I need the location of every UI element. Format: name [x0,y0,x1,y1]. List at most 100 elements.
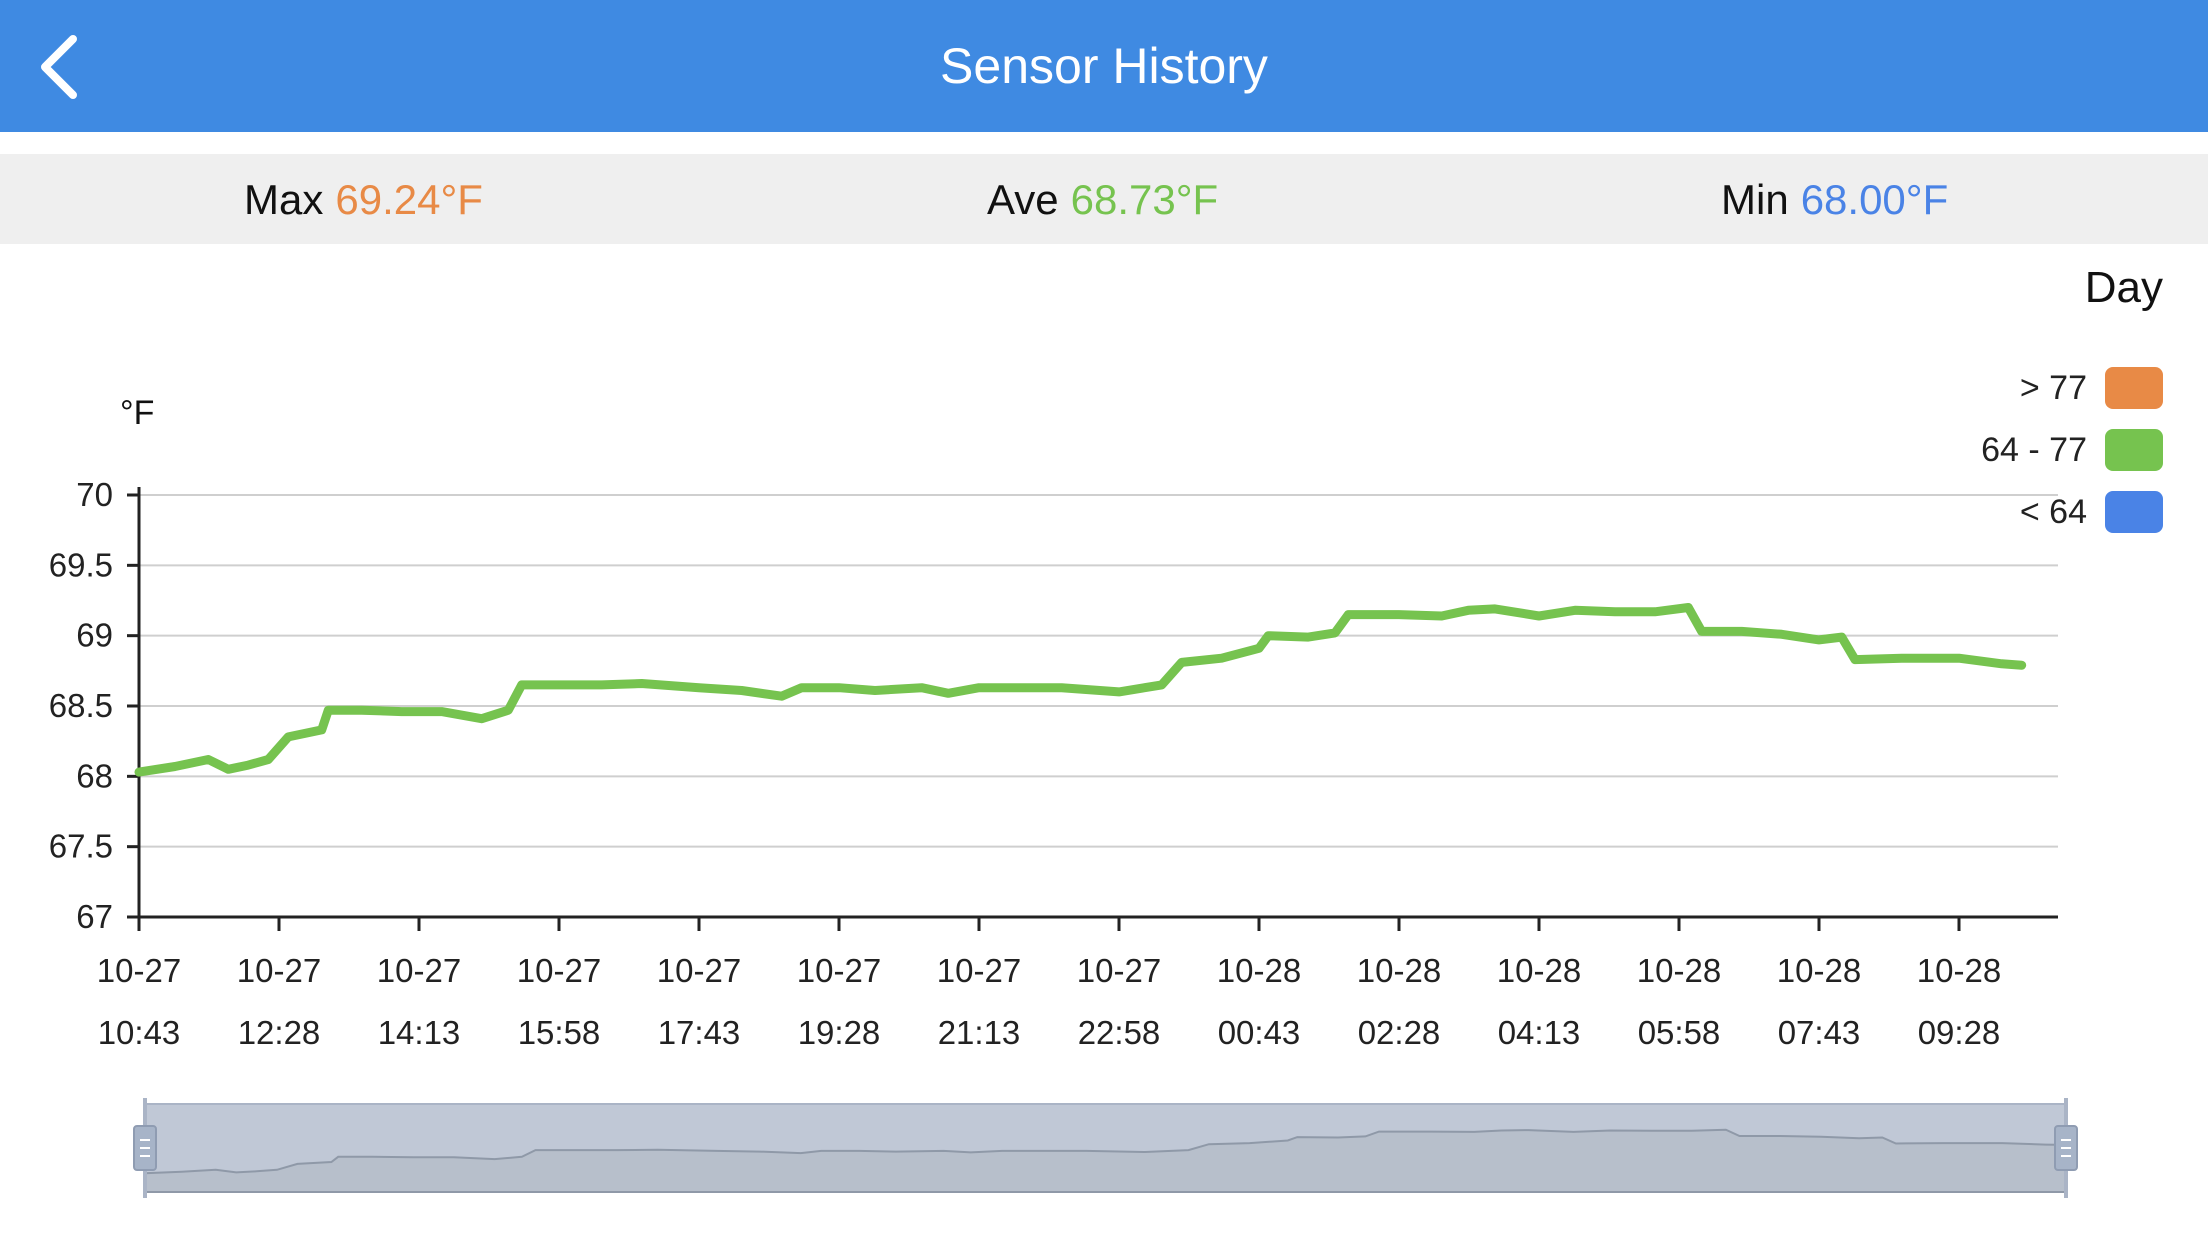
stat-ave-label: Ave [987,176,1059,223]
y-tick-label: 69.5 [49,546,113,583]
data-point [1897,654,1906,663]
stat-ave-value: 68.73°F [1070,176,1219,223]
data-point [1837,633,1846,642]
x-tick-time: 15:58 [518,1014,601,1051]
x-tick-time: 07:43 [1778,1014,1861,1051]
stat-max: Max 69.24°F [244,174,483,226]
data-point [871,686,879,695]
data-point [1737,627,1746,636]
overview-handle-right[interactable] [2054,1125,2078,1171]
data-point [204,755,213,764]
x-tick-date: 10-27 [97,952,181,989]
data-point [944,689,953,698]
app-header: Sensor History [0,0,2208,132]
data-point [437,707,446,716]
data-point [317,725,326,734]
y-tick-label: 67.5 [49,828,113,865]
data-point [917,683,926,692]
data-point [777,692,786,701]
x-tick-time: 17:43 [658,1014,741,1051]
legend-swatch-high [2105,367,2163,409]
data-point [284,732,293,741]
data-point [171,762,179,771]
data-point [397,707,406,716]
data-point [1157,680,1166,689]
data-point [1955,654,1963,663]
data-point [244,761,253,770]
data-point [1017,683,1026,692]
data-point [357,706,366,715]
x-tick-date: 10-28 [1217,952,1301,989]
legend-item-low: < 64 [1981,490,2163,534]
legend-item-normal: 64 - 77 [1981,428,2163,472]
legend-label-normal: 64 - 77 [1981,430,2087,469]
data-point [324,706,333,715]
stat-min: Min 68.00°F [1721,174,1948,226]
x-tick-time: 02:28 [1358,1014,1441,1051]
data-point [1395,610,1403,619]
legend-swatch-low [2105,491,2163,533]
data-point [597,680,606,689]
range-selector-day[interactable]: Day [2084,263,2163,312]
x-tick-time: 22:58 [1078,1014,1161,1051]
y-tick-label: 67 [76,898,113,935]
data-point [135,768,143,777]
stat-min-label: Min [1721,176,1789,223]
legend: > 77 64 - 77 < 64 [1981,366,2163,552]
x-tick-date: 10-28 [1777,952,1861,989]
data-point [1217,654,1226,663]
data-point [637,679,646,688]
x-tick-date: 10-27 [517,952,601,989]
x-tick-date: 10-28 [1917,952,2001,989]
overview-handle-left[interactable] [133,1125,157,1171]
x-tick-date: 10-27 [237,952,321,989]
data-point [737,686,746,695]
x-tick-time: 09:28 [1918,1014,2001,1051]
data-point [517,680,526,689]
x-tick-time: 04:13 [1498,1014,1581,1051]
y-axis-unit-label: °F [120,394,155,432]
data-point [1571,606,1579,615]
data-point [224,765,233,774]
legend-label-low: < 64 [2019,492,2087,531]
chevron-left-icon [41,35,77,99]
x-tick-date: 10-27 [377,952,461,989]
data-point [1177,658,1186,667]
data-point [557,680,566,689]
back-button[interactable] [16,22,106,112]
data-point [1684,603,1693,612]
data-point [1851,655,1859,664]
x-tick-time: 21:13 [938,1014,1021,1051]
data-point [1491,604,1499,613]
page-title: Sensor History [940,38,1268,94]
y-tick-label: 68 [76,757,113,794]
stat-max-label: Max [244,176,324,223]
data-point [797,683,806,692]
data-point [1255,644,1263,653]
stats-bar: Max 69.24°F Ave 68.73°F Min 68.00°F [0,154,2208,244]
data-point [1815,635,1823,644]
data-point [1057,683,1066,692]
x-tick-time: 14:13 [378,1014,461,1051]
data-point [504,706,513,715]
data-point [695,683,703,692]
x-tick-date: 10-27 [1077,952,1161,989]
y-tick-label: 69 [76,617,113,654]
data-point [975,683,983,692]
data-point [1264,631,1273,640]
data-point [1115,687,1123,696]
x-tick-date: 10-28 [1637,952,1721,989]
data-point [1437,612,1446,620]
data-point [1464,606,1473,615]
data-point [1697,627,1706,636]
legend-swatch-normal [2105,429,2163,471]
data-point [1304,633,1313,642]
x-tick-time: 00:43 [1218,1014,1301,1051]
stat-max-value: 69.24°F [335,176,483,223]
x-tick-date: 10-27 [937,952,1021,989]
x-tick-date: 10-28 [1357,952,1441,989]
y-tick-label: 68.5 [49,687,113,724]
stat-min-value: 68.00°F [1800,176,1949,223]
